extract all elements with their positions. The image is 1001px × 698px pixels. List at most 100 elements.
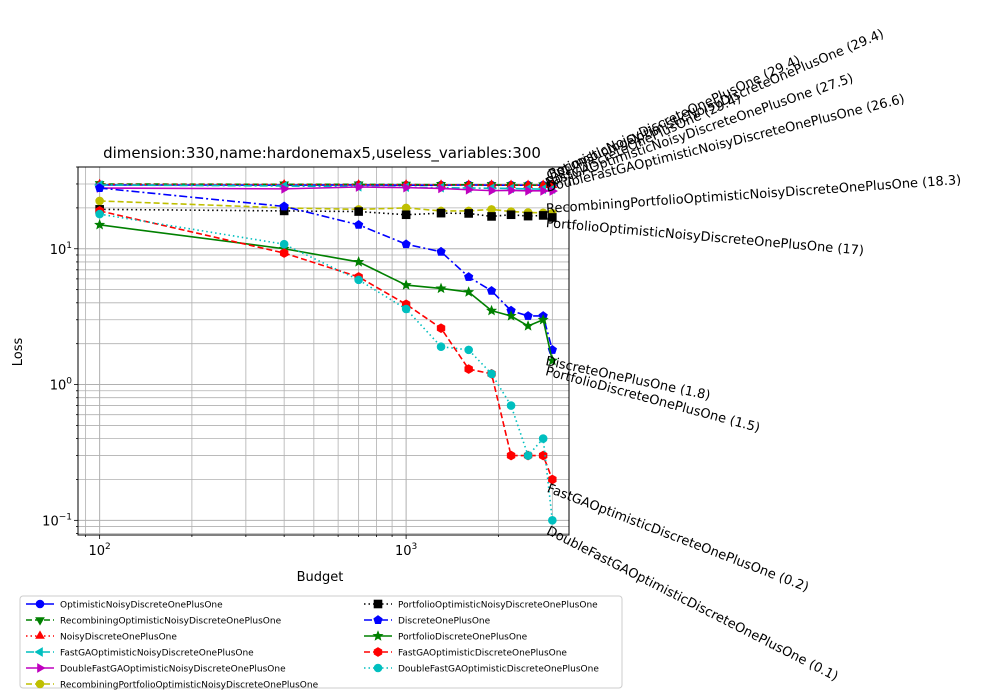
data-point bbox=[95, 196, 104, 206]
data-point bbox=[538, 450, 548, 461]
data-point bbox=[355, 182, 365, 192]
series-9 bbox=[95, 206, 557, 485]
data-point bbox=[279, 248, 289, 258]
series-line bbox=[99, 187, 554, 351]
data-point bbox=[506, 401, 516, 410]
data-point bbox=[486, 304, 498, 316]
data-point bbox=[95, 209, 104, 219]
legend-entry: OptimisticNoisyDiscreteOnePlusOne bbox=[26, 599, 223, 611]
data-point bbox=[488, 185, 498, 196]
plot-frame bbox=[77, 166, 570, 536]
legend-label: PortfolioDiscreteOnePlusOne bbox=[398, 633, 528, 643]
series-6 bbox=[95, 205, 557, 222]
legend-entry: PortfolioOptimisticNoisyDiscreteOnePlusO… bbox=[364, 599, 598, 611]
data-point bbox=[401, 304, 411, 314]
data-point bbox=[354, 219, 364, 229]
data-point bbox=[94, 219, 106, 230]
data-point bbox=[546, 354, 558, 366]
data-point bbox=[523, 451, 533, 460]
data-point bbox=[464, 209, 473, 218]
data-point bbox=[463, 286, 475, 297]
data-point bbox=[401, 210, 411, 220]
series-line bbox=[99, 210, 554, 480]
data-point bbox=[37, 663, 46, 673]
data-point bbox=[538, 211, 548, 220]
data-point bbox=[436, 246, 446, 256]
data-point bbox=[523, 211, 533, 221]
data-series bbox=[94, 178, 558, 525]
legend-entry: FastGAOptimisticDiscreteOnePlusOne bbox=[364, 647, 567, 659]
legend-label: RecombiningPortfolioOptimisticNoisyDiscr… bbox=[60, 681, 319, 691]
series-8 bbox=[94, 219, 558, 366]
data-point bbox=[353, 256, 365, 267]
y-tick-label: 10−1 bbox=[42, 512, 72, 529]
data-point bbox=[487, 369, 496, 379]
data-point bbox=[436, 323, 446, 334]
data-point bbox=[505, 310, 517, 321]
data-point bbox=[523, 311, 533, 320]
data-point bbox=[548, 474, 557, 485]
annotation-label: FastGAOptimisticDiscreteOnePlusOne (0.2) bbox=[545, 481, 811, 595]
legend-entry: RecombiningOptimisticNoisyDiscreteOnePlu… bbox=[26, 617, 282, 627]
series-10 bbox=[95, 209, 557, 525]
data-point bbox=[465, 184, 475, 195]
data-point bbox=[548, 213, 557, 222]
series-line bbox=[99, 224, 554, 361]
legend-entry: DiscreteOnePlusOne bbox=[364, 615, 491, 627]
series-5 bbox=[95, 196, 557, 218]
legend-label: FastGAOptimisticNoisyDiscreteOnePlusOne bbox=[60, 649, 254, 659]
x-tick-label: 103 bbox=[395, 542, 417, 559]
data-point bbox=[537, 313, 549, 325]
axis-ticks: 102 103 10−1 100 101 bbox=[42, 166, 553, 559]
data-point bbox=[373, 615, 383, 624]
legend-entry: FastGAOptimisticNoisyDiscreteOnePlusOne bbox=[26, 647, 254, 659]
data-point bbox=[35, 630, 45, 639]
data-point bbox=[279, 201, 289, 211]
data-point bbox=[94, 183, 105, 192]
legend-entry: DoubleFastGAOptimisticDiscreteOnePlusOne bbox=[364, 663, 599, 675]
grid-lines bbox=[78, 166, 569, 535]
data-point bbox=[486, 285, 497, 295]
series-7 bbox=[94, 183, 557, 354]
data-point bbox=[548, 516, 557, 525]
legend-entry: RecombiningPortfolioOptimisticNoisyDiscr… bbox=[26, 679, 319, 691]
data-point bbox=[373, 599, 383, 609]
data-point bbox=[549, 186, 558, 196]
data-point bbox=[401, 239, 411, 249]
legend-label: DoubleFastGAOptimisticNoisyDiscreteOnePl… bbox=[60, 665, 286, 675]
legend-entry: DoubleFastGAOptimisticNoisyDiscreteOnePl… bbox=[26, 663, 286, 675]
data-point bbox=[373, 663, 383, 673]
data-point bbox=[35, 617, 45, 626]
data-point bbox=[438, 183, 447, 194]
data-point bbox=[487, 212, 496, 221]
y-tick-label: 100 bbox=[50, 377, 73, 394]
data-point bbox=[35, 679, 45, 689]
y-axis-label: Loss bbox=[11, 338, 26, 367]
legend-label: RecombiningOptimisticNoisyDiscreteOnePlu… bbox=[60, 617, 282, 627]
data-point bbox=[540, 185, 549, 196]
y-tick-label: 101 bbox=[50, 241, 72, 258]
data-point bbox=[464, 345, 473, 355]
legend-frame bbox=[19, 595, 623, 689]
data-point bbox=[34, 647, 43, 657]
legend-label: DiscreteOnePlusOne bbox=[398, 617, 491, 627]
data-point bbox=[538, 434, 548, 443]
legend-label: DoubleFastGAOptimisticDiscreteOnePlusOne bbox=[398, 665, 599, 675]
legend-label: PortfolioOptimisticNoisyDiscreteOnePlusO… bbox=[398, 601, 598, 611]
x-axis-label: Budget bbox=[297, 570, 344, 585]
data-point bbox=[436, 342, 446, 351]
data-point bbox=[403, 182, 412, 193]
data-point bbox=[464, 364, 473, 374]
data-point bbox=[400, 279, 412, 290]
data-point bbox=[436, 208, 446, 218]
legend-label: FastGAOptimisticDiscreteOnePlusOne bbox=[398, 649, 567, 659]
data-point bbox=[372, 630, 384, 641]
data-point bbox=[373, 647, 383, 657]
data-point bbox=[35, 599, 45, 609]
data-point bbox=[354, 207, 363, 216]
data-point bbox=[508, 185, 517, 196]
legend-entry: PortfolioDiscreteOnePlusOne bbox=[364, 630, 528, 643]
data-point bbox=[435, 282, 447, 294]
data-point bbox=[506, 450, 516, 461]
